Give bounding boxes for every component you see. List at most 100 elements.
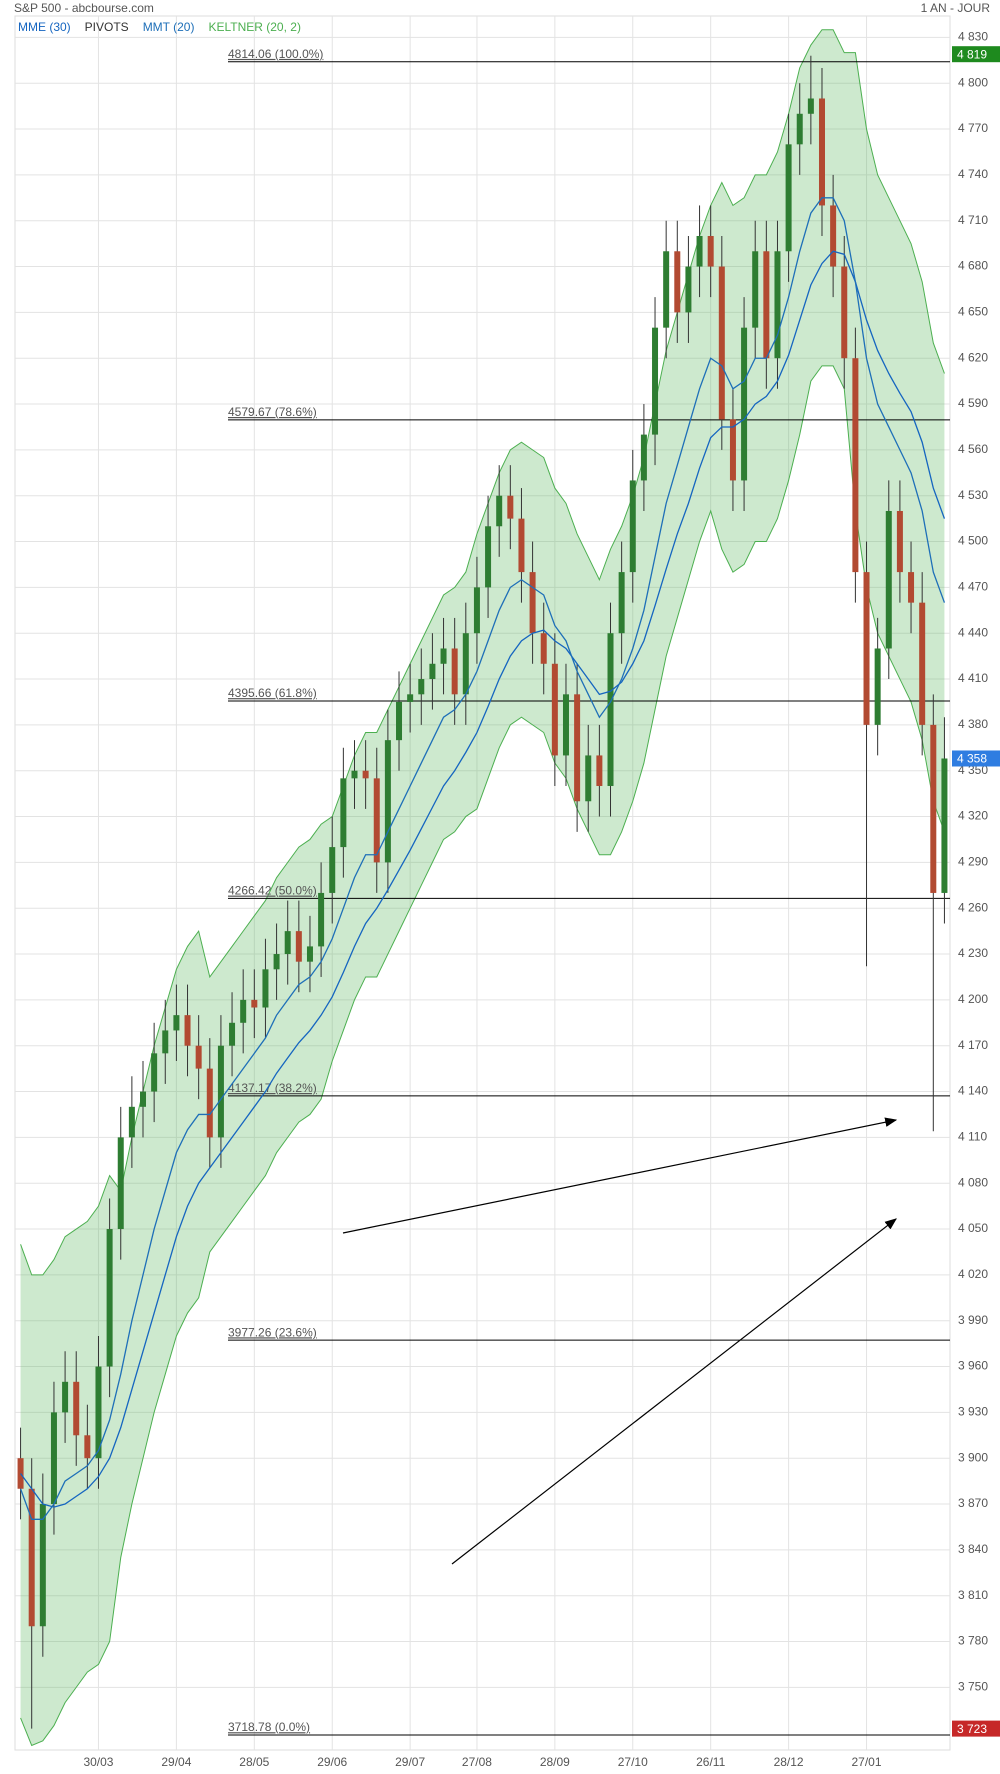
fib-label: 4395.66 (61.8%) xyxy=(228,686,317,700)
candle-body xyxy=(807,98,814,114)
keltner-lower xyxy=(20,365,945,1747)
candle-body xyxy=(240,999,247,1023)
y-tick-label: 3 810 xyxy=(958,1588,988,1602)
candle-body xyxy=(663,251,670,328)
x-tick-label: 28/05 xyxy=(239,1755,269,1769)
x-tick-label: 27/08 xyxy=(462,1755,492,1769)
fib-label: 3718.78 (0.0%) xyxy=(228,1720,310,1734)
candle-body xyxy=(607,633,614,786)
price-tag-label: 4 819 xyxy=(957,47,987,61)
candle-body xyxy=(84,1435,91,1459)
annotation-arrow xyxy=(342,1117,898,1234)
candle-body xyxy=(229,1022,236,1046)
candle-body xyxy=(407,694,414,702)
candle-body xyxy=(818,98,825,206)
candle-body xyxy=(507,495,514,519)
y-tick-label: 4 230 xyxy=(958,946,988,960)
candle-body xyxy=(685,266,692,313)
candle-body xyxy=(440,648,447,664)
candle-body xyxy=(318,892,325,947)
candle-body xyxy=(763,251,770,359)
x-tick-label: 28/09 xyxy=(540,1755,570,1769)
candle-body xyxy=(640,434,647,481)
candle-body xyxy=(863,572,870,725)
candle-body xyxy=(930,724,937,893)
candle-body xyxy=(674,251,681,313)
candle-body xyxy=(841,266,848,359)
y-tick-label: 3 960 xyxy=(958,1359,988,1373)
candle-body xyxy=(362,770,369,779)
y-tick-label: 4 830 xyxy=(958,30,988,44)
y-tick-label: 4 020 xyxy=(958,1267,988,1281)
y-tick-label: 4 470 xyxy=(958,580,988,594)
y-tick-label: 4 200 xyxy=(958,992,988,1006)
candle-body xyxy=(106,1229,113,1367)
y-tick-label: 3 900 xyxy=(958,1450,988,1464)
candle-body xyxy=(117,1137,124,1230)
candle-body xyxy=(429,663,436,680)
candle-body xyxy=(28,1488,35,1627)
candle-body xyxy=(206,1068,213,1138)
y-tick-label: 4 770 xyxy=(958,121,988,135)
legend-entry: PIVOTS xyxy=(85,20,129,34)
candle-body xyxy=(384,740,391,863)
price-tag-label: 4 358 xyxy=(957,752,987,766)
candle-body xyxy=(351,770,358,779)
y-tick-label: 4 500 xyxy=(958,534,988,548)
candle-body xyxy=(496,495,503,527)
candle-body xyxy=(529,572,536,634)
candle-body xyxy=(39,1504,46,1627)
candle-body xyxy=(874,648,881,725)
candle-body xyxy=(729,419,736,481)
x-tick-label: 27/10 xyxy=(618,1755,648,1769)
candle-body xyxy=(885,510,892,649)
candle-body xyxy=(17,1458,24,1489)
x-tick-label: 30/03 xyxy=(83,1755,113,1769)
candle-body xyxy=(741,327,748,481)
x-tick-label: 29/04 xyxy=(161,1755,191,1769)
y-tick-label: 4 320 xyxy=(958,809,988,823)
y-tick-label: 4 050 xyxy=(958,1221,988,1235)
fib-label: 4137.17 (38.2%) xyxy=(228,1081,317,1095)
y-tick-label: 4 080 xyxy=(958,1175,988,1189)
plot-frame xyxy=(14,15,951,1751)
candle-body xyxy=(140,1091,147,1107)
price-tag xyxy=(952,46,1000,63)
y-tick-label: 4 290 xyxy=(958,855,988,869)
x-tick-label: 29/06 xyxy=(317,1755,347,1769)
y-tick-label: 4 650 xyxy=(958,305,988,319)
annotation-arrow xyxy=(451,1218,897,1565)
y-tick-label: 4 380 xyxy=(958,717,988,731)
candle-body xyxy=(629,480,636,573)
candle-body xyxy=(473,587,480,634)
candle-body xyxy=(295,931,302,962)
legend-entry: MME (30) xyxy=(18,20,71,34)
fib-label: 4266.42 (50.0%) xyxy=(228,884,317,898)
y-tick-label: 4 530 xyxy=(958,488,988,502)
keltner-upper xyxy=(20,29,945,1276)
chart-subtitle: 1 AN - JOUR xyxy=(921,1,991,15)
y-tick-label: 3 990 xyxy=(958,1313,988,1327)
candle-body xyxy=(896,510,903,573)
moving-average xyxy=(19,197,946,1520)
y-tick-label: 3 840 xyxy=(958,1542,988,1556)
candle-body xyxy=(796,113,803,145)
candle-body xyxy=(418,679,425,695)
price-tag-label: 3 723 xyxy=(957,1722,987,1736)
fib-label: 4814.06 (100.0%) xyxy=(228,47,323,61)
candle-body xyxy=(162,1030,169,1054)
y-tick-label: 4 590 xyxy=(958,396,988,410)
candle-body xyxy=(518,518,525,573)
candle-body xyxy=(696,235,703,267)
y-tick-label: 4 410 xyxy=(958,671,988,685)
y-tick-label: 4 110 xyxy=(958,1130,987,1144)
legend-entry: MMT (20) xyxy=(143,20,195,34)
y-tick-label: 4 140 xyxy=(958,1084,988,1098)
y-tick-label: 4 440 xyxy=(958,625,988,639)
candle-body xyxy=(50,1412,57,1505)
y-tick-label: 3 750 xyxy=(958,1680,988,1694)
candle-body xyxy=(462,633,469,695)
candle-body xyxy=(774,251,781,359)
price-tag xyxy=(952,1720,1000,1737)
